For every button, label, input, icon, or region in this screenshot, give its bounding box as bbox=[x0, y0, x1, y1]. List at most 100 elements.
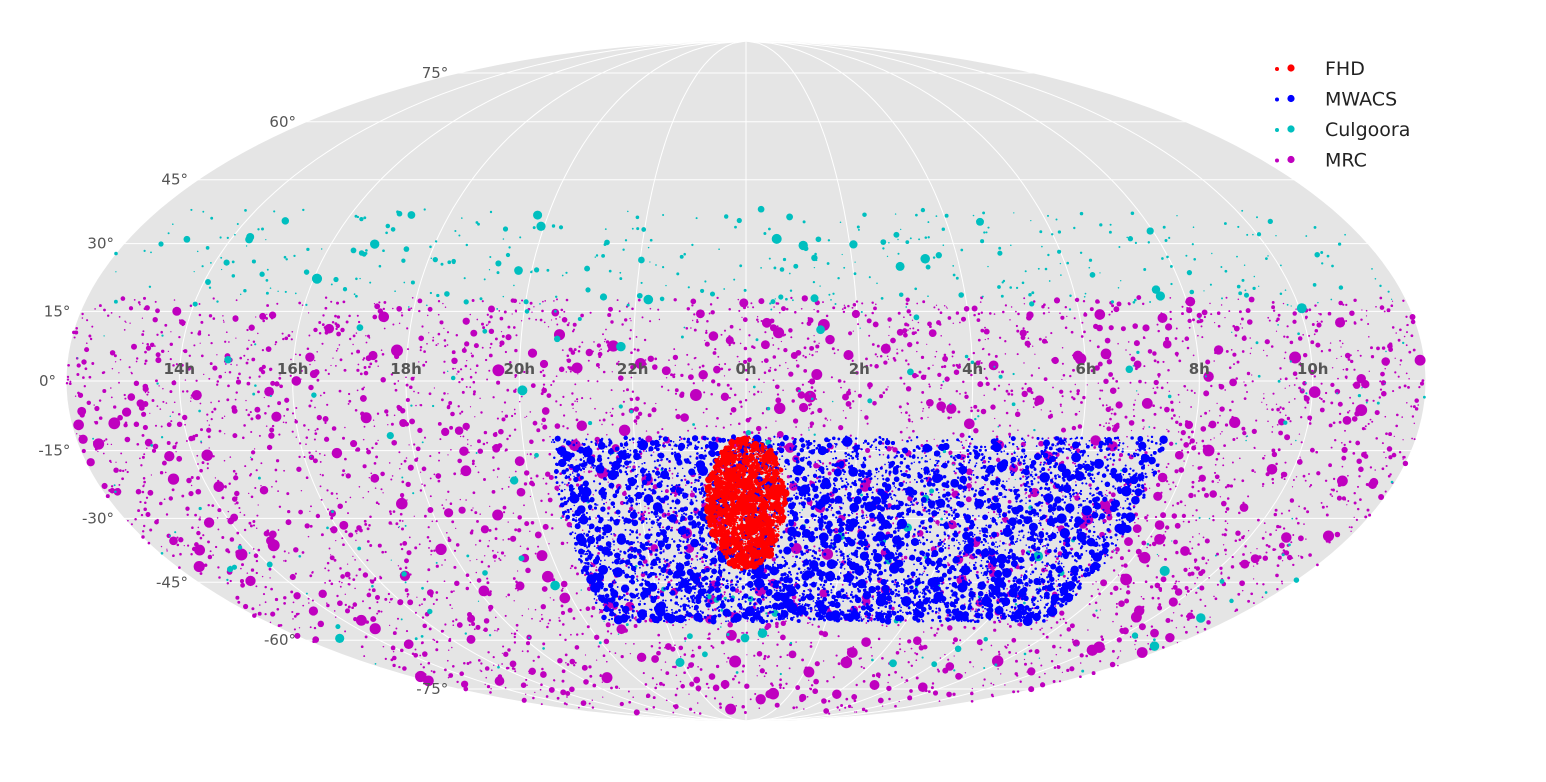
point-mrc bbox=[1113, 585, 1119, 591]
point-mrc bbox=[460, 410, 464, 413]
point-mrc bbox=[287, 334, 291, 338]
point-mrc bbox=[238, 372, 241, 376]
point-mrc bbox=[566, 696, 568, 698]
point-mrc bbox=[1334, 388, 1341, 395]
point-mrc bbox=[643, 402, 646, 405]
point-mrc bbox=[258, 434, 261, 437]
point-mrc bbox=[888, 697, 891, 701]
point-mrc bbox=[539, 370, 543, 374]
point-mrc bbox=[1193, 558, 1198, 562]
point-mrc bbox=[1014, 411, 1021, 418]
point-mrc bbox=[311, 599, 314, 602]
point-mrc bbox=[1180, 614, 1183, 617]
point-mrc bbox=[1256, 562, 1259, 565]
point-mrc bbox=[1146, 514, 1149, 517]
point-mrc bbox=[1395, 413, 1399, 417]
point-mrc bbox=[871, 673, 876, 678]
point-mrc bbox=[1369, 466, 1373, 469]
point-mrc bbox=[1271, 477, 1274, 481]
point-mrc bbox=[367, 334, 370, 338]
point-mrc bbox=[482, 442, 486, 446]
point-mrc bbox=[406, 499, 408, 501]
point-mrc bbox=[1291, 486, 1294, 488]
point-mrc bbox=[635, 423, 638, 425]
point-mrc bbox=[67, 363, 70, 367]
point-mrc bbox=[102, 371, 106, 374]
point-mrc bbox=[1304, 315, 1308, 319]
point-mrc bbox=[729, 655, 742, 668]
point-mrc bbox=[811, 353, 814, 357]
point-mrc bbox=[400, 547, 404, 551]
point-mrc bbox=[424, 514, 427, 518]
point-mrc bbox=[455, 543, 460, 547]
point-mrc bbox=[785, 682, 788, 685]
point-mrc bbox=[265, 346, 272, 352]
point-mrc bbox=[781, 473, 784, 475]
point-mrc bbox=[1410, 334, 1414, 338]
point-mrc bbox=[998, 371, 1000, 373]
point-mrc bbox=[977, 338, 981, 342]
point-mrc bbox=[401, 312, 403, 314]
point-mrc bbox=[375, 455, 379, 459]
point-mrc bbox=[903, 316, 905, 319]
point-mrc bbox=[245, 361, 249, 365]
point-mrc bbox=[340, 327, 345, 333]
point-mrc bbox=[1322, 530, 1335, 542]
point-mrc bbox=[635, 335, 638, 338]
point-mrc bbox=[1006, 588, 1008, 590]
point-mrc bbox=[471, 459, 475, 463]
point-mrc bbox=[267, 405, 270, 408]
point-mrc bbox=[406, 593, 410, 596]
point-mrc bbox=[916, 341, 919, 345]
point-mrc bbox=[595, 659, 598, 661]
point-mrc bbox=[229, 537, 235, 542]
point-mrc bbox=[1238, 457, 1241, 460]
point-mrc bbox=[597, 645, 600, 648]
point-mrc bbox=[1419, 381, 1425, 386]
point-mrc bbox=[120, 452, 123, 455]
point-mrc bbox=[1374, 410, 1380, 416]
point-mrc bbox=[973, 306, 976, 309]
point-mrc bbox=[321, 323, 325, 327]
point-mrc bbox=[698, 712, 702, 715]
point-mrc bbox=[1042, 312, 1046, 315]
point-mrc bbox=[746, 654, 748, 656]
point-mrc bbox=[930, 626, 933, 630]
point-mrc bbox=[952, 692, 956, 696]
point-mrc bbox=[783, 347, 788, 353]
point-mrc bbox=[1271, 448, 1276, 453]
point-mrc bbox=[1384, 490, 1387, 493]
point-mrc bbox=[476, 578, 482, 583]
point-mrc bbox=[1102, 404, 1105, 407]
point-mrc bbox=[741, 632, 743, 634]
point-mrc bbox=[349, 496, 352, 499]
point-mrc bbox=[564, 638, 567, 642]
point-mrc bbox=[106, 314, 110, 317]
point-mrc bbox=[927, 416, 929, 419]
point-mrc bbox=[1109, 661, 1116, 668]
point-mrc bbox=[1138, 623, 1146, 631]
point-mrc bbox=[480, 670, 483, 673]
point-mrc bbox=[547, 497, 553, 503]
point-mrc bbox=[1391, 452, 1397, 458]
point-mrc bbox=[247, 358, 249, 361]
point-mrc bbox=[472, 380, 476, 384]
point-mrc bbox=[1047, 437, 1050, 439]
point-mrc bbox=[791, 436, 795, 440]
point-mrc bbox=[1272, 309, 1276, 312]
point-mrc bbox=[922, 407, 925, 410]
point-mrc bbox=[1104, 493, 1107, 496]
point-mrc bbox=[542, 386, 545, 389]
point-mrc bbox=[772, 344, 775, 346]
point-mrc bbox=[838, 709, 841, 711]
point-mrc bbox=[911, 576, 914, 579]
point-mrc bbox=[1392, 390, 1395, 393]
point-mrc bbox=[560, 308, 564, 312]
point-mrc bbox=[757, 320, 760, 323]
point-mrc bbox=[447, 490, 450, 493]
point-mrc bbox=[398, 665, 401, 669]
point-mrc bbox=[1268, 319, 1271, 322]
point-mrc bbox=[382, 307, 386, 311]
point-mrc bbox=[1120, 625, 1123, 628]
point-mrc bbox=[410, 376, 415, 381]
